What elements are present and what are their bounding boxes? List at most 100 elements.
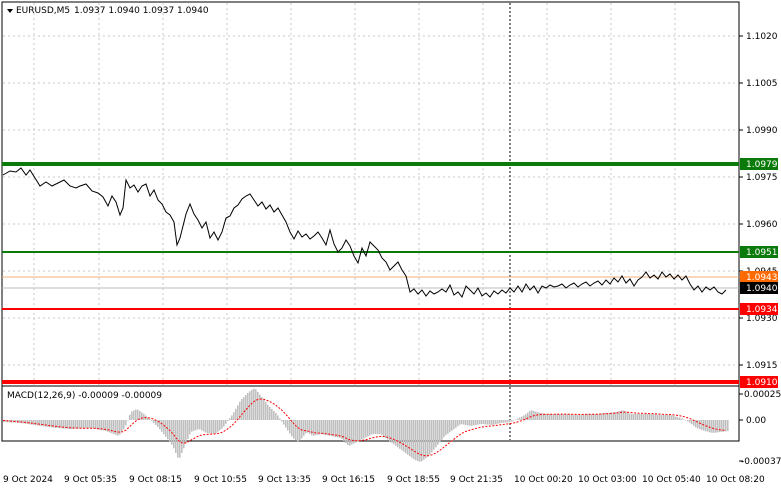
macd-bar	[657, 414, 659, 420]
level-tag-1.0934[interactable]: 1.0934	[740, 303, 778, 315]
macd-bar	[263, 399, 265, 420]
macd-bar	[631, 414, 633, 420]
macd-bar	[195, 420, 197, 431]
macd-bar	[547, 414, 549, 420]
macd-bar	[681, 418, 683, 420]
macd-bar	[445, 420, 447, 436]
macd-bar	[429, 420, 431, 455]
macd-bar	[381, 420, 383, 435]
macd-bar	[693, 420, 695, 426]
macd-bar	[235, 408, 237, 420]
macd-bar	[443, 420, 445, 438]
macd-bar	[21, 420, 23, 424]
time-label: 9 Oct 21:35	[450, 475, 503, 485]
macd-bar	[99, 420, 101, 430]
macd-bar	[541, 413, 543, 420]
macd-bar	[213, 420, 215, 434]
macd-bar	[151, 420, 153, 421]
macd-bar	[175, 420, 177, 453]
macd-bar	[593, 414, 595, 420]
macd-bar	[577, 414, 579, 420]
macd-bar	[45, 420, 47, 427]
macd-bar	[49, 420, 51, 428]
macd-bar	[527, 412, 529, 420]
macd-bar	[551, 414, 553, 420]
macd-bar	[147, 417, 149, 420]
macd-bar	[119, 420, 121, 435]
macd-bar	[269, 407, 271, 420]
time-axis[interactable]: 9 Oct 2024 9 Oct 05:35 9 Oct 08:15 9 Oct…	[3, 475, 765, 485]
svg-text:1.0940: 1.0940	[746, 284, 778, 294]
macd-bar	[699, 420, 701, 430]
macd-bar	[279, 418, 281, 420]
macd-bar	[559, 414, 561, 420]
macd-bar	[179, 420, 181, 458]
level-tag-1.0910[interactable]: 1.0910	[740, 376, 778, 388]
macd-bar	[571, 414, 573, 420]
macd-bar	[91, 420, 93, 429]
macd-bar	[83, 420, 85, 429]
macd-bar	[625, 411, 627, 420]
macd-bar	[587, 414, 589, 420]
macd-bar	[215, 420, 217, 434]
macd-bar	[489, 420, 491, 425]
macd-bar	[61, 420, 63, 429]
macd-bar	[467, 420, 469, 426]
macd-bar	[201, 420, 203, 431]
symbol-header[interactable]: EURUSD,M5 1.0937 1.0940 1.0937 1.0940	[7, 6, 209, 16]
macd-bar	[435, 420, 437, 448]
macd-bar	[719, 420, 721, 433]
macd-bar	[281, 420, 283, 422]
price-axis[interactable]: 1.1020 1.1005 1.0990 1.0975 1.0960 1.094…	[739, 32, 778, 371]
macd-bar	[513, 420, 515, 421]
macd-bar	[661, 415, 663, 420]
macd-bar	[113, 420, 115, 435]
macd-bar	[499, 420, 501, 424]
macd-histogram	[3, 388, 729, 462]
macd-bar	[361, 420, 363, 440]
macd-bar	[135, 409, 137, 420]
macd-bar	[19, 420, 21, 423]
macd-bar	[39, 420, 41, 426]
macd-bar	[335, 420, 337, 437]
macd-bar	[273, 411, 275, 420]
macd-bar	[565, 414, 567, 420]
macd-bar	[561, 414, 563, 420]
level-tag-1.0951[interactable]: 1.0951	[740, 246, 778, 258]
macd-bar	[299, 420, 301, 441]
macd-bar	[117, 420, 119, 436]
macd-bar	[495, 420, 497, 425]
macd-bar	[57, 420, 59, 429]
macd-bar	[231, 415, 233, 420]
time-label: 9 Oct 2024	[3, 475, 53, 485]
macd-bar	[575, 414, 577, 420]
macd-bar	[441, 420, 443, 440]
macd-bar	[89, 420, 91, 429]
macd-bar	[323, 420, 325, 435]
macd-bar	[205, 420, 207, 433]
macd-bar	[461, 420, 463, 425]
macd-bar	[391, 420, 393, 443]
time-label: 10 Oct 08:20	[706, 475, 765, 485]
level-tag-1.0979[interactable]: 1.0979	[740, 158, 778, 170]
price-tick: 1.0975	[746, 173, 778, 183]
macd-bar	[47, 420, 49, 427]
macd-bar	[687, 420, 689, 422]
macd-bar	[355, 420, 357, 443]
macd-bar	[29, 420, 31, 425]
macd-bar	[155, 420, 157, 425]
macd-bar	[501, 420, 503, 423]
macd-bar	[655, 414, 657, 420]
price-tick: 1.0930	[746, 314, 778, 324]
macd-bar	[567, 414, 569, 420]
macd-axis[interactable]: 0.00025 0.00 -0.00037	[739, 390, 781, 467]
macd-bar	[671, 415, 673, 420]
macd-bar	[611, 412, 613, 420]
macd-bar	[343, 420, 345, 441]
macd-bar	[537, 412, 539, 420]
macd-bar	[409, 420, 411, 457]
macd-bar	[449, 420, 451, 433]
chevron-down-icon[interactable]	[7, 9, 13, 13]
macd-bar	[635, 414, 637, 420]
